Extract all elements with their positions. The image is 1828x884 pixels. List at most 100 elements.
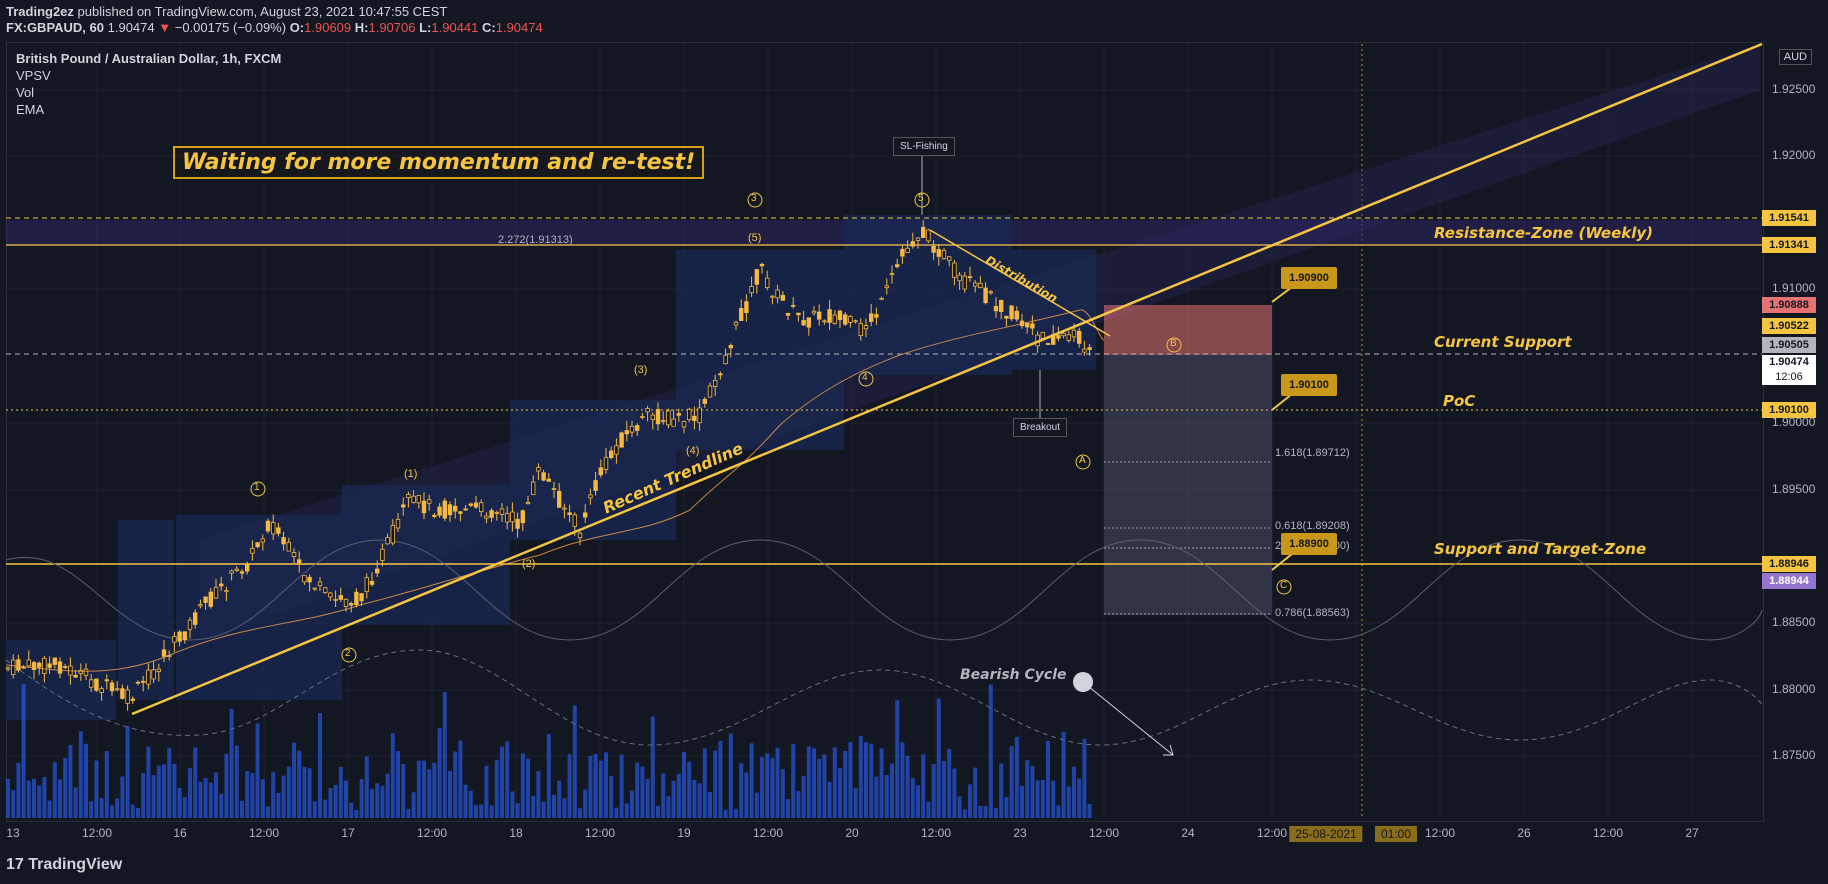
volume-bar [125, 726, 130, 818]
candle-body [390, 525, 395, 544]
candle-body [869, 313, 874, 322]
candle-body [645, 408, 650, 413]
volume-bar [520, 753, 525, 818]
time-label-hour: 01:00 [1374, 826, 1418, 842]
currency-button[interactable]: AUD [1778, 49, 1812, 65]
candle-body [104, 679, 109, 682]
candle-body [5, 667, 11, 670]
candle-body [260, 538, 265, 543]
candle-body [905, 247, 910, 253]
candle-body [728, 345, 733, 349]
volume-bars [6, 684, 1092, 818]
legend-indicator-ema[interactable]: EMA [16, 102, 45, 117]
legend-indicator-vol[interactable]: Vol [16, 85, 35, 100]
candle-body [255, 542, 260, 548]
candle-body [198, 604, 203, 607]
candle-body [759, 263, 765, 267]
volume-bar [312, 801, 317, 818]
candle-body [239, 571, 245, 574]
bearish-cycle-label: Bearish Cycle [960, 667, 1067, 683]
candle-body [374, 568, 380, 574]
volume-bar [260, 779, 265, 818]
target-tag-3[interactable]: 1.88900 [1281, 533, 1337, 555]
volume-bar [598, 760, 603, 818]
volume-bar [52, 762, 57, 818]
volume-bar [780, 769, 785, 818]
candle-body [307, 576, 312, 583]
time-label: 12:00 [416, 826, 448, 840]
volume-bar [427, 769, 432, 818]
volume-bar [1082, 738, 1087, 818]
volume-bar [973, 767, 978, 818]
volume-bar [448, 770, 452, 818]
bearish-cycle-marker [1073, 672, 1093, 692]
candle-body [83, 668, 89, 676]
volume-bar [151, 775, 156, 818]
candle-body [650, 414, 655, 420]
candle-body [1066, 334, 1071, 341]
tradingview-brand[interactable]: 17 TradingView [6, 856, 122, 874]
candle-body [234, 568, 239, 571]
candle-body [900, 248, 905, 257]
candle-body [791, 304, 796, 307]
volume-bar [510, 791, 515, 818]
candle-body [213, 586, 219, 599]
time-label: 26 [1517, 826, 1531, 840]
candle-body [801, 320, 806, 326]
volume-bar [744, 772, 749, 818]
target-tag-2[interactable]: 1.90100 [1281, 374, 1337, 396]
current-support-label: Current Support [1434, 333, 1572, 351]
volume-bar [604, 752, 608, 818]
candle-body [983, 287, 988, 304]
volume-bar [89, 801, 94, 818]
volume-bar [266, 806, 270, 818]
candle-body [473, 502, 479, 508]
low-label: L: [419, 20, 432, 35]
legend-title[interactable]: British Pound / Australian Dollar, 1h, F… [16, 51, 282, 66]
volume-bar [505, 741, 510, 818]
candle-body [354, 591, 359, 606]
volume-bar [546, 734, 551, 818]
volume-bar [1009, 746, 1014, 818]
volume-bar [827, 781, 832, 818]
publisher-name[interactable]: Trading2ez [6, 4, 74, 19]
volume-bar [645, 779, 650, 818]
candle-body [348, 603, 354, 606]
volume-bar [1046, 741, 1050, 818]
candle-body [333, 598, 338, 601]
subwave-3-label: (3) [634, 364, 648, 376]
candle-body [583, 512, 588, 518]
distribution-line [929, 229, 1111, 337]
candle-body [1014, 310, 1019, 320]
volume-bar [177, 787, 182, 818]
price-tick: 1.91000 [1772, 281, 1816, 295]
volume-bar [333, 784, 338, 818]
target-tag-1[interactable]: 1.90900 [1281, 267, 1337, 289]
candle-body [817, 311, 822, 320]
candle-body [437, 506, 442, 516]
volume-bar [6, 778, 10, 818]
legend-indicator-vpsv[interactable]: VPSV [16, 68, 51, 83]
candle-body [843, 314, 848, 325]
candle-body [151, 669, 156, 680]
symbol-label[interactable]: FX:GBPAUD, 60 [6, 20, 104, 35]
candle-body [484, 515, 489, 519]
callout-text[interactable]: Waiting for more momentum and re-test! [173, 146, 705, 179]
candle-body [31, 662, 37, 670]
time-label: 17 [341, 826, 355, 840]
volume-bar [635, 762, 640, 818]
volume-bar [614, 807, 619, 818]
candle-body [312, 587, 317, 590]
candle-body [780, 294, 785, 301]
candle-body [338, 595, 343, 600]
candle-body [328, 592, 333, 598]
target-1-connector [1271, 286, 1293, 303]
candle-body [879, 297, 884, 300]
candle-body [499, 508, 505, 515]
volume-bar [754, 792, 759, 818]
volume-bar [687, 761, 692, 818]
ema-line [5, 309, 1105, 672]
candle-body [281, 537, 286, 545]
chart-area[interactable] [6, 42, 1764, 822]
